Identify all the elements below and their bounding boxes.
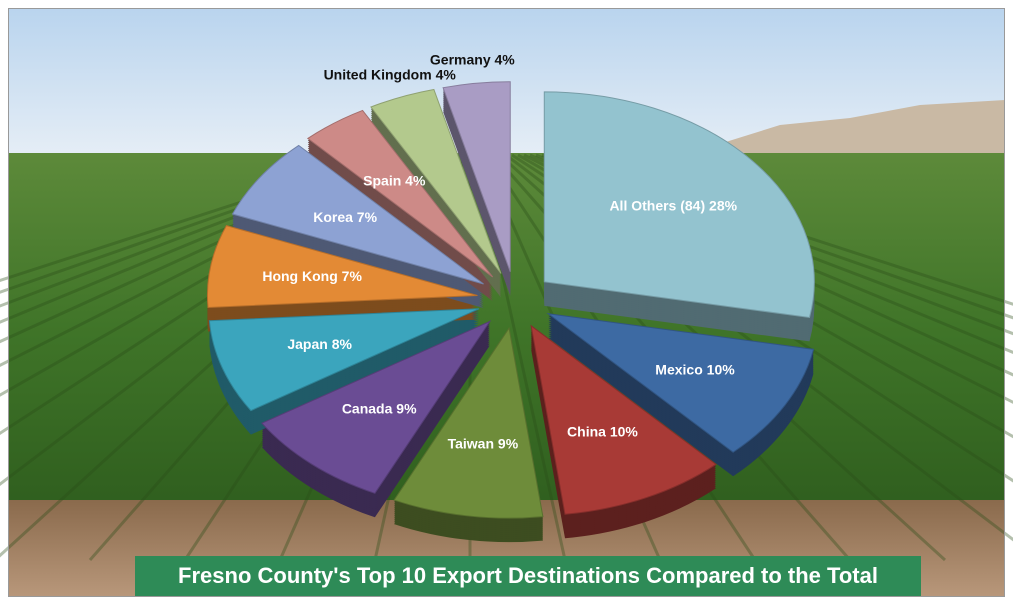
category-label: United Kingdom: [324, 66, 432, 82]
category-label: Germany: [430, 51, 491, 67]
category-label: Hong Kong: [262, 268, 337, 284]
category-label: Taiwan: [448, 435, 494, 451]
data-label: Korea 7%: [313, 208, 377, 224]
slice: [442, 81, 511, 272]
title-box: [135, 556, 921, 596]
category-label: Japan: [287, 336, 327, 352]
value-label: 9%: [498, 435, 519, 451]
hills: [700, 100, 1005, 155]
slice: [206, 225, 478, 308]
data-label: Canada 9%: [342, 400, 417, 416]
field-row: [0, 153, 399, 308]
data-label: Spain 4%: [363, 172, 426, 188]
field-row: [0, 153, 387, 283]
slice: [231, 144, 484, 285]
value-label: 28%: [709, 197, 738, 213]
slice: [530, 324, 717, 515]
value-label: 4%: [436, 66, 457, 82]
value-label: 4%: [405, 172, 426, 188]
data-label: Hong Kong 7%: [262, 268, 362, 284]
slice: [208, 308, 480, 412]
frame: [8, 8, 1005, 597]
value-label: 10%: [707, 361, 736, 377]
data-label: Japan 8%: [287, 336, 352, 352]
slice: [370, 88, 502, 274]
data-label: China 10%: [567, 423, 638, 439]
category-label: All Others (84): [609, 197, 705, 213]
value-label: 7%: [342, 268, 363, 284]
value-label: 4%: [495, 51, 516, 67]
category-label: Korea: [313, 208, 353, 224]
data-label: United Kingdom 4%: [324, 66, 457, 82]
value-label: 8%: [332, 336, 353, 352]
category-label: Spain: [363, 172, 401, 188]
value-label: 9%: [396, 400, 417, 416]
data-label: Germany 4%: [430, 51, 515, 67]
category-label: China: [567, 423, 606, 439]
data-label: All Others (84) 28%: [609, 197, 737, 213]
chart-title: Fresno County's Top 10 Export Destinatio…: [178, 563, 878, 588]
pie: All Others (84) 28%Mexico 10%China 10%Ta…: [206, 51, 815, 543]
data-label: Taiwan 9%: [448, 435, 519, 451]
category-label: Canada: [342, 400, 393, 416]
slice: [543, 91, 815, 318]
slice: [306, 109, 494, 278]
slice: [393, 326, 544, 519]
value-label: 7%: [357, 208, 378, 224]
slice: [546, 312, 815, 453]
value-label: 10%: [610, 423, 639, 439]
category-label: Mexico: [655, 361, 702, 377]
data-label: Mexico 10%: [655, 361, 735, 377]
field-row: [0, 153, 393, 294]
slice: [261, 320, 492, 494]
